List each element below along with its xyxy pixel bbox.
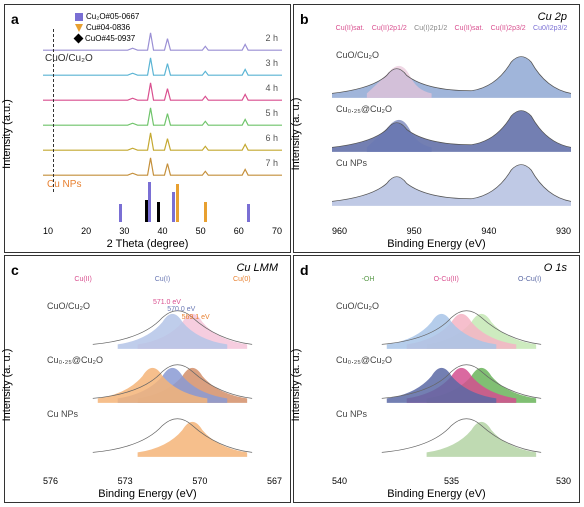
panel-a: a Intensity (a.u.) 2 Theta (degree) Cu₂O… (4, 4, 291, 253)
x-axis-label: Binding Energy (eV) (98, 488, 196, 500)
x-axis-label: Binding Energy (eV) (387, 488, 485, 500)
panel-title: Cu 2p (538, 11, 567, 23)
y-axis-label: Intensity (a.u.) (1, 99, 13, 169)
x-ticks: 576573570567 (43, 476, 282, 486)
panel-title: O 1s (544, 262, 567, 274)
panel-label: c (11, 262, 19, 278)
x-ticks: 10203040506070 (43, 226, 282, 236)
x-ticks: 960950940930 (332, 226, 571, 236)
panel-c: c Cu LMM Intensity (a. u.) Binding Energ… (4, 255, 291, 504)
y-axis-label: Intensity (a. u.) (290, 348, 302, 421)
panel-b: b Cu 2p Intensity (a. u.) Binding Energy… (293, 4, 580, 253)
x-axis-label: 2 Theta (degree) (107, 238, 189, 250)
panel-label: d (300, 262, 309, 278)
reference-marks (43, 172, 282, 222)
x-ticks: 540535530 (332, 476, 571, 486)
plot-area: CuO/Cu₂OCu₀.₂₅@Cu₂OCu NPsCu(II)sat.Cu(II… (332, 29, 571, 222)
panel-title: Cu LMM (236, 262, 278, 274)
panel-label: a (11, 11, 19, 27)
panel-d: d O 1s Intensity (a. u.) Binding Energy … (293, 255, 580, 504)
plot-area: CuO/Cu₂OCu₀.₂₅@Cu₂OCu NPs-OHO-Cu(II)O-Cu… (332, 280, 571, 473)
square-icon (75, 13, 83, 21)
y-axis-label: Intensity (a. u.) (290, 98, 302, 171)
panel-label: b (300, 11, 309, 27)
plot-area: CuO/Cu₂OCu₀.₂₅@Cu₂OCu NPsCu(II)Cu(I)Cu(0… (43, 280, 282, 473)
y-axis-label: Intensity (a. u.) (1, 348, 13, 421)
x-axis-label: Binding Energy (eV) (387, 238, 485, 250)
